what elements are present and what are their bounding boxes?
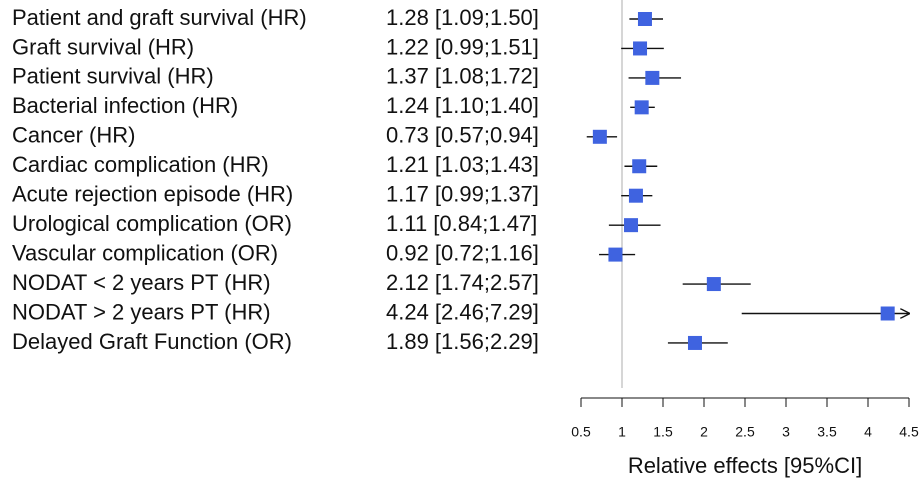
row-label: Graft survival (HR) [12, 34, 194, 59]
point-estimate [634, 100, 649, 115]
row-label: Urological complication (OR) [12, 211, 292, 236]
point-estimate [624, 218, 639, 233]
x-axis-label: Relative effects [95%CI] [628, 453, 862, 478]
x-tick-label: 2 [700, 424, 708, 440]
row-label: Vascular complication (OR) [12, 240, 278, 265]
point-estimate [633, 41, 648, 56]
row-label: NODAT > 2 years PT (HR) [12, 299, 271, 324]
row-label: Cancer (HR) [12, 123, 135, 148]
x-tick-label: 2.5 [735, 424, 755, 440]
x-tick-label: 3.5 [817, 424, 837, 440]
row-label: Bacterial infection (HR) [12, 93, 238, 118]
effect-label: 2.12 [1.74;2.57] [386, 270, 539, 295]
row-label: Cardiac complication (HR) [12, 152, 269, 177]
point-estimate [706, 277, 721, 292]
point-estimate [637, 12, 652, 26]
row-label: Acute rejection episode (HR) [12, 182, 293, 207]
point-estimate [645, 70, 660, 85]
effect-label: 4.24 [2.46;7.29] [386, 299, 539, 324]
x-tick-label: 1.5 [653, 424, 673, 440]
effect-label: 1.21 [1.03;1.43] [386, 152, 539, 177]
x-tick-label: 0.5 [571, 424, 591, 440]
x-tick-label: 4.5 [899, 424, 919, 440]
effect-label: 1.17 [0.99;1.37] [386, 182, 539, 207]
row-label: Delayed Graft Function (OR) [12, 329, 292, 354]
x-tick-label: 1 [618, 424, 626, 440]
effect-label: 1.28 [1.09;1.50] [386, 5, 539, 30]
row-label: NODAT < 2 years PT (HR) [12, 270, 271, 295]
point-estimate [687, 335, 702, 350]
effect-label: 0.73 [0.57;0.94] [386, 123, 539, 148]
effect-label: 1.37 [1.08;1.72] [386, 64, 539, 89]
point-estimate [880, 306, 895, 321]
row-label: Patient and graft survival (HR) [12, 5, 307, 30]
effect-label: 1.11 [0.84;1.47] [386, 211, 537, 236]
row-label: Patient survival (HR) [12, 64, 214, 89]
effect-label: 1.89 [1.56;2.29] [386, 329, 539, 354]
point-estimate [632, 159, 647, 174]
effect-label: 1.24 [1.10;1.40] [386, 93, 539, 118]
point-estimate [608, 247, 623, 262]
x-tick-label: 3 [782, 424, 790, 440]
effect-label: 0.92 [0.72;1.16] [386, 240, 539, 265]
point-estimate [628, 188, 643, 203]
x-tick-label: 4 [864, 424, 872, 440]
point-estimate [592, 129, 607, 144]
effect-label: 1.22 [0.99;1.51] [386, 34, 539, 59]
